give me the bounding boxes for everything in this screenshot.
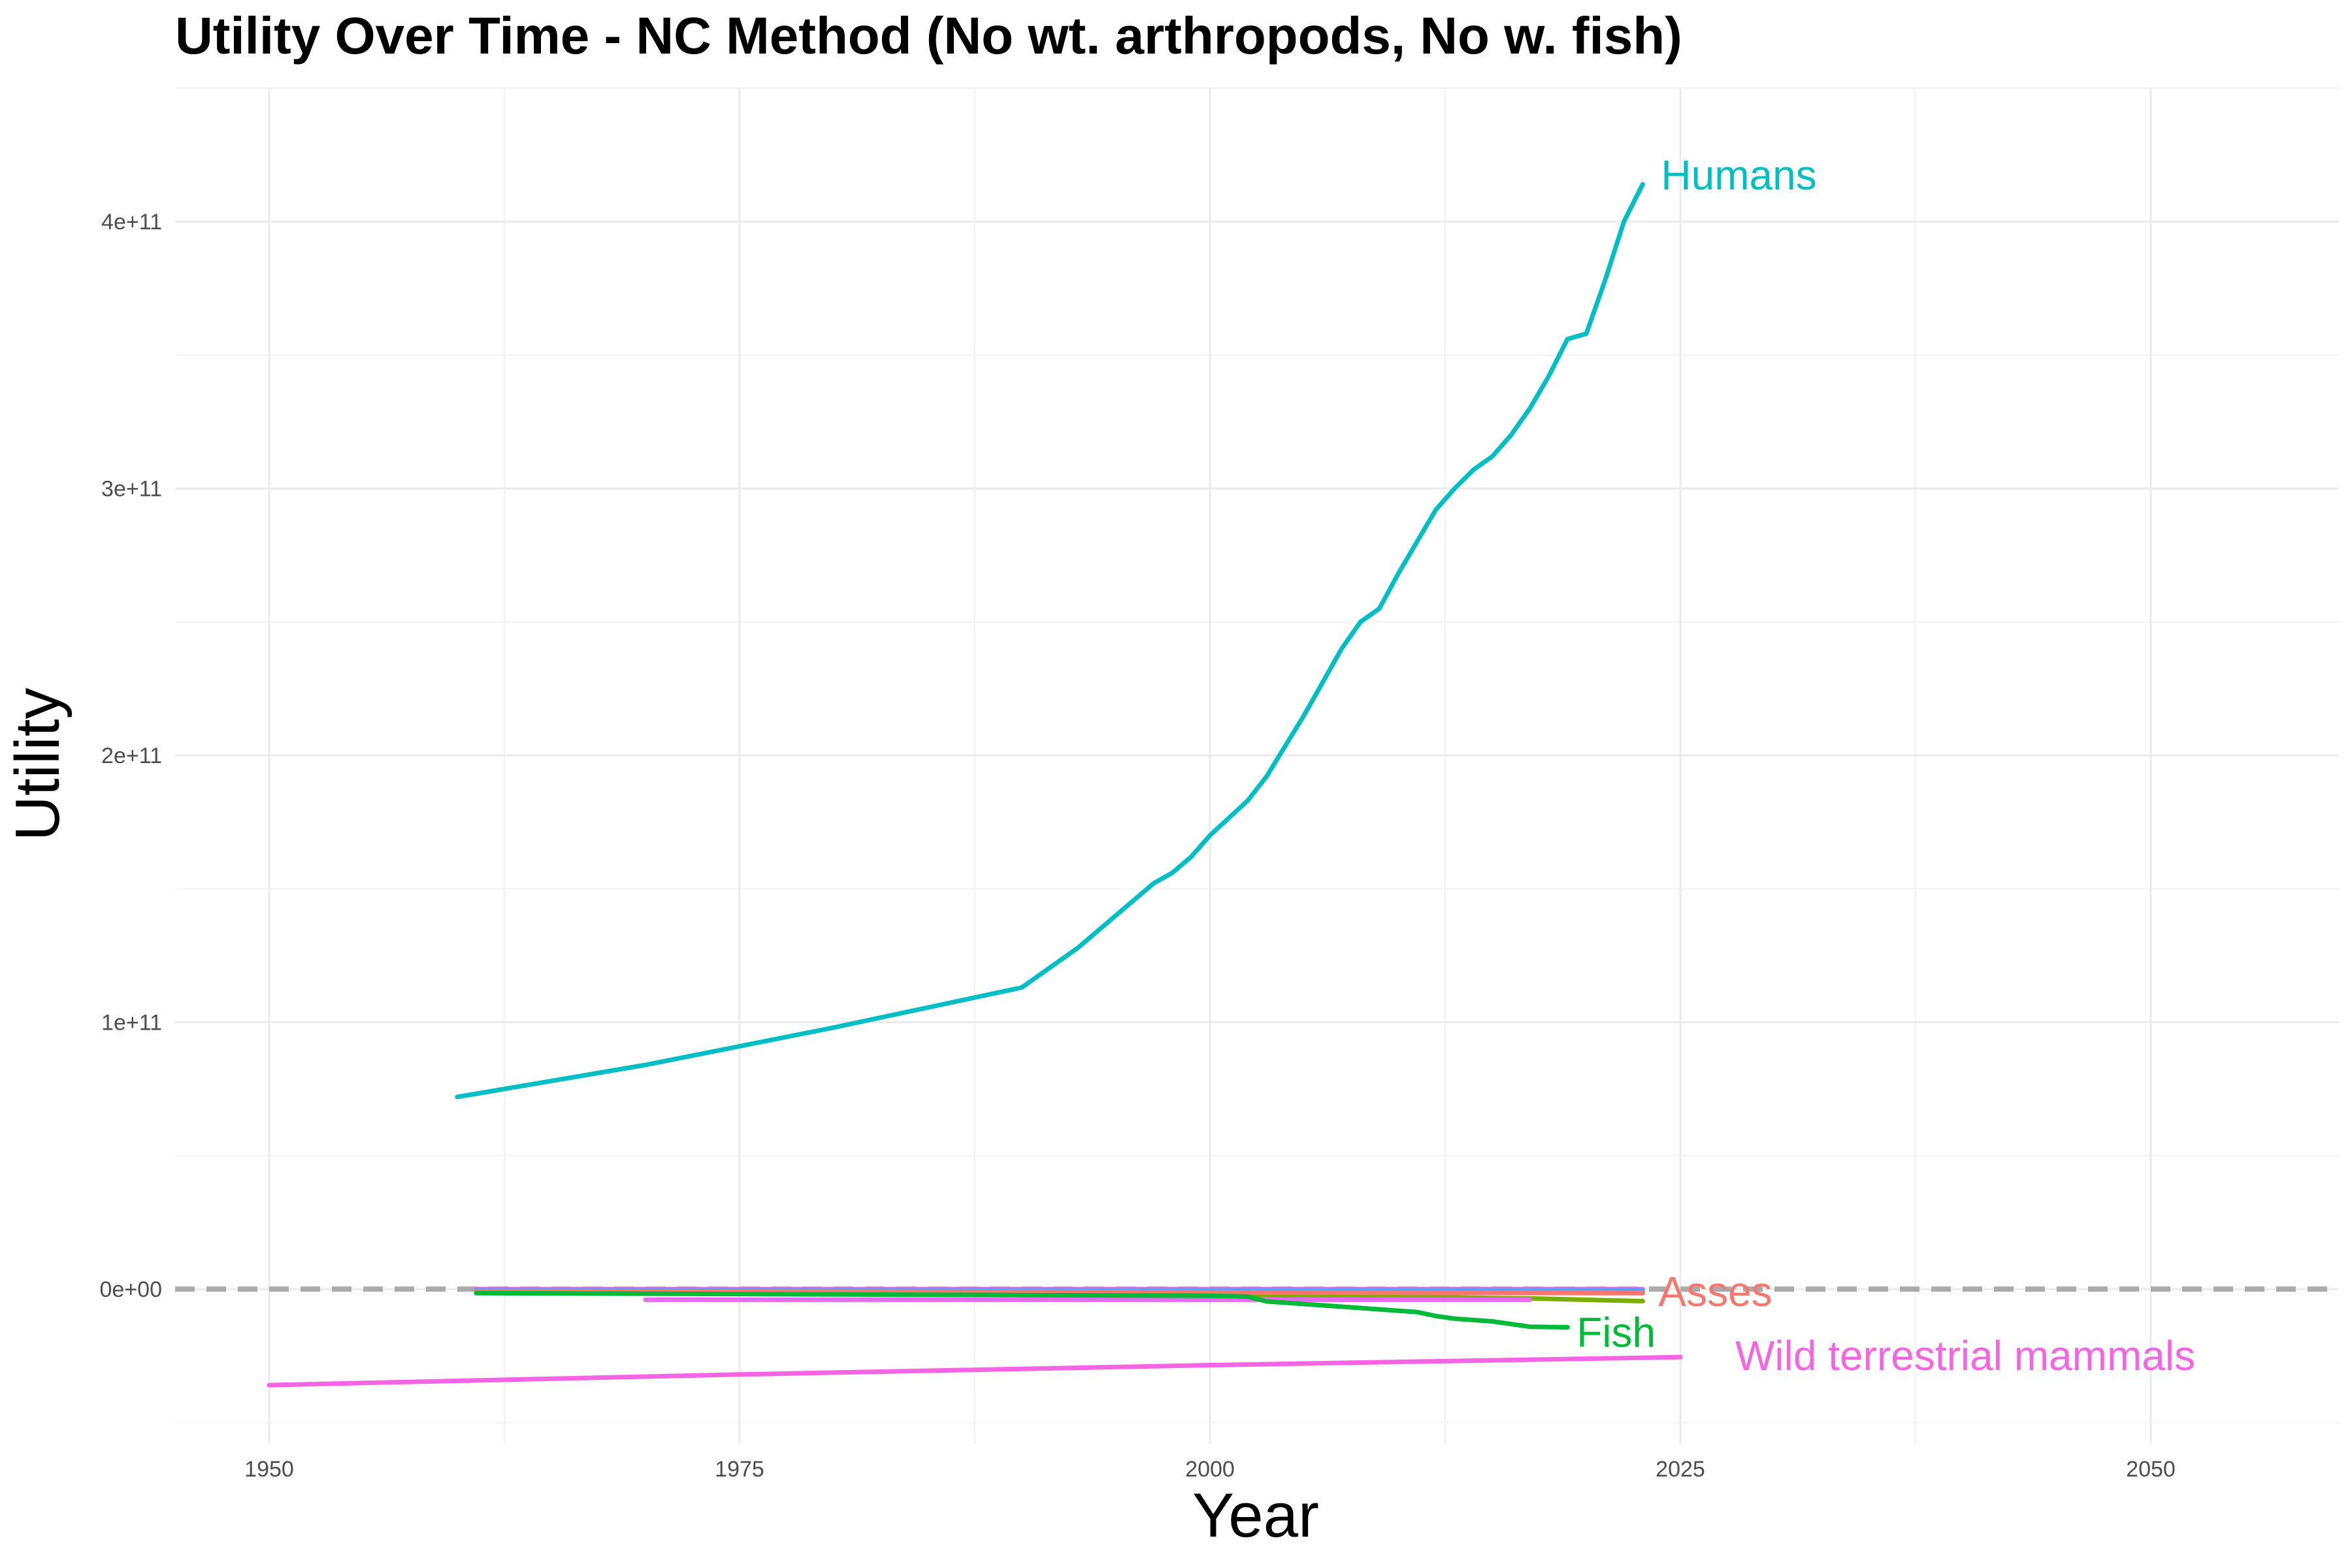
x-tick-label: 1950 — [244, 1457, 294, 1482]
y-tick-label: 2e+11 — [101, 743, 162, 768]
x-tick-label: 2050 — [2126, 1457, 2176, 1482]
y-tick-label: 0e+00 — [100, 1277, 163, 1302]
y-tick-label: 4e+11 — [101, 210, 162, 235]
grid — [175, 88, 2339, 1444]
series-lines — [267, 182, 1683, 1388]
x-tick-label: 2000 — [1185, 1457, 1235, 1482]
chart-title: Utility Over Time - NC Method (No wt. ar… — [175, 7, 1682, 65]
x-tick-label: 1975 — [715, 1457, 764, 1482]
series-line-wild-terrestrial-mammals — [267, 1354, 1683, 1388]
series-label-humans: Humans — [1661, 152, 1816, 199]
series-label-wild-terrestrial-mammals: Wild terrestrial mammals — [1735, 1332, 2195, 1379]
x-tick-label: 2025 — [1656, 1457, 1705, 1482]
series-label-asses: Asses — [1658, 1268, 1772, 1315]
y-tick-label: 1e+11 — [101, 1011, 162, 1036]
x-axis-title: Year — [1192, 1480, 1319, 1550]
series-line-humans — [455, 182, 1645, 1100]
y-axis-title: Utility — [3, 688, 73, 841]
tick-labels: 1950 1975 2000 2025 2050 0e+00 1e+11 2e+11 3e+11… — [100, 210, 2176, 1482]
series-line-fish — [474, 1290, 1570, 1330]
series-label-fish: Fish — [1576, 1309, 1656, 1356]
y-tick-label: 3e+11 — [101, 477, 162, 502]
